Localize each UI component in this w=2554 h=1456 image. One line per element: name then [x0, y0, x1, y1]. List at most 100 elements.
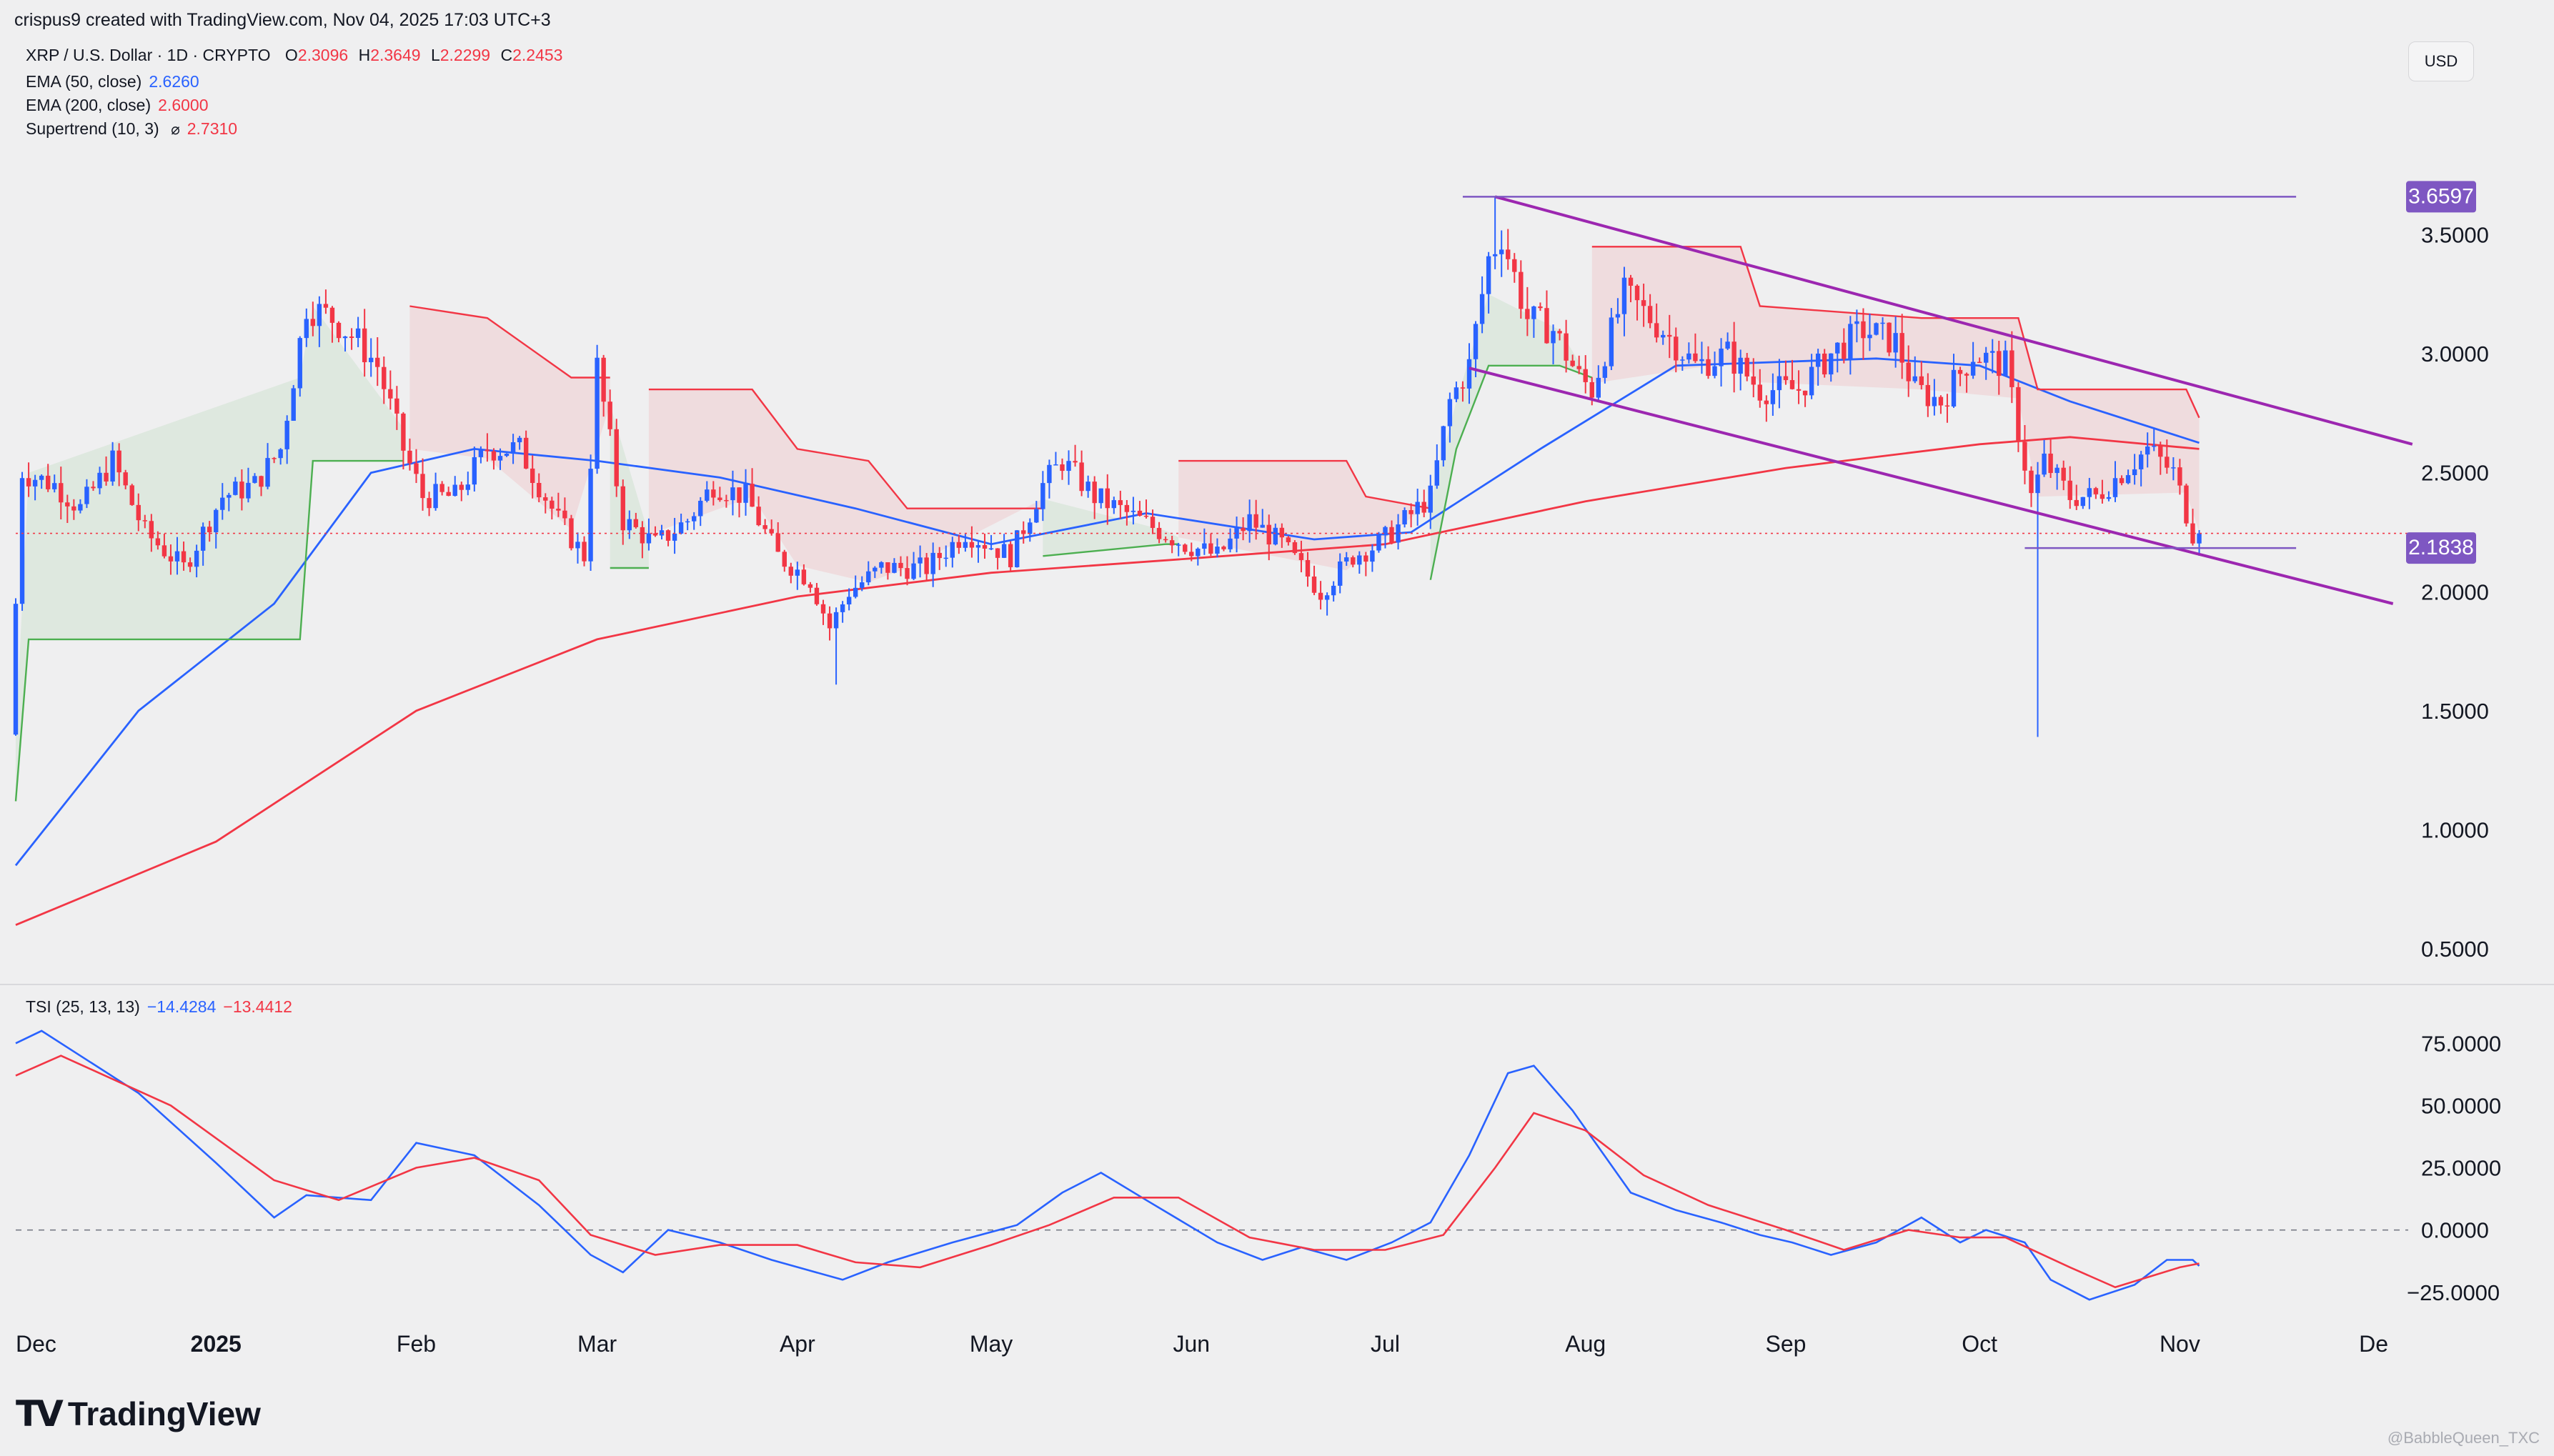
- candle-body: [13, 604, 19, 735]
- symbol-legend[interactable]: XRP / U.S. Dollar · 1D · CRYPTO O2.3096 …: [26, 46, 563, 64]
- candle-body: [446, 492, 451, 497]
- candle-body: [233, 482, 238, 495]
- candle-body: [1615, 314, 1621, 318]
- candle-body: [1338, 561, 1343, 586]
- candle-body: [601, 357, 606, 402]
- candle-body: [259, 476, 264, 487]
- descending-channel[interactable]: [1469, 195, 2413, 605]
- time-axis[interactable]: Dec 2025 Feb Mar Apr May Jun Jul Aug Sep Oct Nov De: [16, 1331, 2388, 1357]
- candle-body: [685, 521, 690, 523]
- candle-body: [1324, 595, 1330, 600]
- price-tick-label: 0.5000: [2421, 937, 2489, 962]
- candle-body: [1719, 348, 1724, 367]
- candle-body: [317, 304, 322, 326]
- candle-body: [1085, 482, 1090, 492]
- candle-body: [329, 307, 335, 323]
- candle-body: [278, 449, 283, 459]
- supertrend-fill-4: [1043, 499, 1179, 557]
- candle-body: [2029, 470, 2034, 494]
- candle-body: [1861, 321, 1866, 339]
- candle-body: [2009, 350, 2014, 387]
- candle-body: [562, 510, 567, 519]
- candle-body: [523, 437, 529, 469]
- ema200-legend[interactable]: EMA (200, close) 2.6000: [26, 96, 209, 114]
- price-level-lines[interactable]: 3.6597 2.1838: [1462, 181, 2476, 564]
- candle-body: [1298, 553, 1304, 560]
- price-tick-label: 3.0000: [2421, 341, 2489, 367]
- candle-body: [1208, 543, 1213, 554]
- candle-body: [1143, 515, 1149, 517]
- candle-body: [1887, 322, 1892, 353]
- candle-body: [459, 484, 464, 490]
- candle-body: [2087, 488, 2092, 497]
- candle-body: [1286, 537, 1291, 542]
- candle-body: [1932, 397, 1937, 407]
- candle-body: [530, 468, 535, 483]
- symbol-name: XRP / U.S. Dollar · 1D · CRYPTO: [26, 46, 271, 64]
- candle-body: [1835, 342, 1840, 354]
- candle-body: [1674, 336, 1679, 361]
- candle-body: [995, 548, 1000, 558]
- supertrend-fill: [16, 246, 2200, 802]
- ema200-value: 2.6000: [158, 96, 209, 114]
- candle-body: [795, 569, 800, 576]
- price-tick-label: 3.5000: [2421, 223, 2489, 248]
- candle-body: [465, 484, 470, 490]
- currency-button[interactable]: USD: [2408, 41, 2474, 81]
- supertrend-fill-7: [1591, 246, 2200, 532]
- candle-body: [1757, 384, 1762, 401]
- price-axis[interactable]: 3.5000 3.0000 2.5000 2.0000 1.5000 1.0000 0.50…: [2421, 223, 2489, 962]
- price-tick-label: 2.5000: [2421, 461, 2489, 486]
- candle-body: [846, 597, 852, 604]
- candle-body: [988, 548, 994, 549]
- candle-body: [1506, 249, 1511, 259]
- candle-body: [227, 494, 232, 498]
- candle-body: [2119, 478, 2125, 484]
- candle-body: [1970, 361, 1976, 376]
- candle-body: [1667, 334, 1672, 337]
- ema50-value: 2.6260: [149, 72, 199, 91]
- candle-body: [297, 338, 302, 389]
- candle-body: [1434, 460, 1439, 486]
- candle-body: [692, 516, 697, 522]
- candle-body: [1641, 300, 1646, 306]
- candle-body: [1421, 502, 1426, 513]
- candle-body: [975, 544, 981, 548]
- candle-body: [91, 487, 96, 489]
- candle-body: [71, 506, 76, 511]
- candle-body: [769, 529, 774, 534]
- candle-body: [1951, 369, 1957, 407]
- candle-body: [485, 449, 490, 452]
- candle-body: [1247, 514, 1252, 532]
- candle-body: [550, 500, 555, 509]
- candle-body: [1854, 321, 1859, 324]
- supertrend-legend[interactable]: Supertrend (10, 3) ⌀ 2.7310: [26, 119, 238, 138]
- candle-body: [1680, 359, 1685, 361]
- tsi-legend[interactable]: TSI (25, 13, 13) −14.4284 −13.4412: [26, 997, 292, 1016]
- supertrend-line-0: [14, 459, 404, 802]
- time-tick-label: Sep: [1765, 1331, 1806, 1357]
- candle-body: [1370, 550, 1375, 562]
- hidden-eye-icon[interactable]: ⌀: [171, 121, 180, 138]
- candle-body: [840, 604, 845, 612]
- candle-body: [1621, 277, 1627, 314]
- candle-body: [1796, 389, 1802, 391]
- ema50-legend[interactable]: EMA (50, close) 2.6260: [26, 72, 199, 91]
- candle-body: [1654, 323, 1659, 338]
- price-level-label-box: [2406, 532, 2476, 564]
- candle-body: [1906, 362, 1911, 382]
- candle-body: [614, 429, 619, 487]
- candle-body: [265, 458, 270, 487]
- tradingview-logo[interactable]: TV TradingView: [16, 1393, 261, 1435]
- candle-body: [1479, 294, 1485, 324]
- candle-body: [1441, 426, 1446, 461]
- candle-body: [1867, 334, 1872, 339]
- candle-body: [1874, 323, 1879, 335]
- candle-body: [1150, 517, 1156, 528]
- candle-body: [860, 582, 865, 588]
- close-value: 2.2453: [512, 46, 563, 64]
- candle-body: [924, 557, 929, 574]
- candle-body: [853, 587, 858, 597]
- candle-body: [588, 469, 593, 562]
